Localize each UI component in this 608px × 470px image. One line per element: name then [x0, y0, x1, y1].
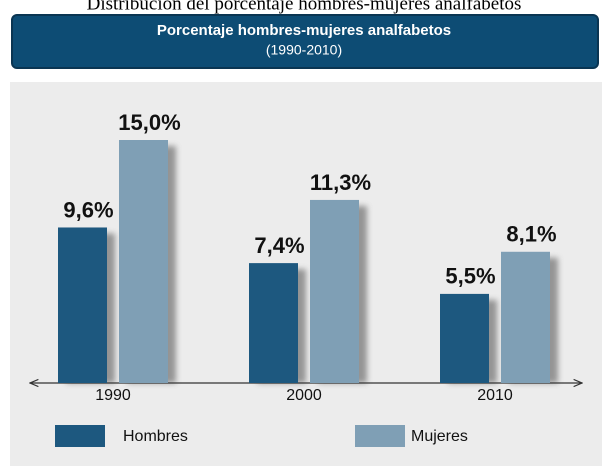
bar [58, 227, 107, 383]
bar [440, 293, 489, 383]
value-label: 7,4% [254, 233, 304, 258]
bar [249, 263, 298, 383]
bar [119, 140, 168, 383]
chart-subtitle: (1990-2010) [266, 42, 342, 58]
legend-label: Hombres [123, 428, 188, 445]
chart-title: Porcentaje hombres-mujeres analfabetos [157, 22, 451, 39]
value-label: 15,0% [118, 110, 180, 135]
value-label: 8,1% [506, 222, 556, 247]
header-box [11, 14, 599, 69]
value-label: 11,3% [310, 170, 371, 195]
legend-label: Mujeres [411, 428, 468, 445]
value-label: 9,6% [63, 197, 113, 222]
x-tick-label: 2010 [477, 387, 513, 404]
legend-swatch [355, 425, 405, 447]
x-tick-label: 1990 [95, 387, 131, 404]
bar [310, 199, 359, 383]
legend-swatch [55, 425, 105, 447]
bar [501, 251, 550, 383]
value-label: 5,5% [445, 264, 495, 289]
x-tick-label: 2000 [286, 387, 322, 404]
caption: Distribución del porcentaje hombres-muje… [87, 0, 522, 14]
